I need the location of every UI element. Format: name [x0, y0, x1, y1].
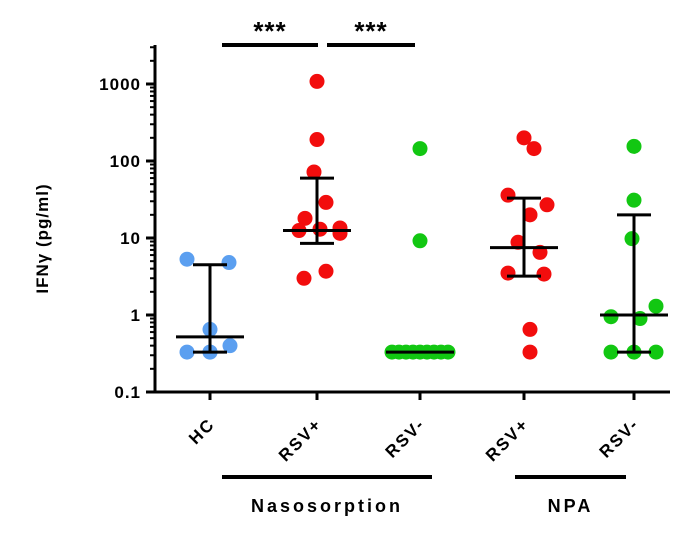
data-point: [318, 263, 334, 279]
data-point: [500, 265, 516, 281]
data-point: [624, 231, 640, 247]
data-point: [221, 255, 237, 271]
data-point: [603, 344, 619, 360]
data-point: [626, 138, 642, 154]
group-label: Nasosorption: [251, 496, 403, 516]
data-point: [648, 298, 664, 314]
significance-label: ***: [354, 16, 387, 46]
data-point: [516, 130, 532, 146]
y-tick-label: 1000: [99, 75, 141, 94]
y-tick-label: 10: [120, 229, 141, 248]
data-point: [296, 270, 312, 286]
group-label: NPA: [548, 496, 594, 516]
data-point: [522, 344, 538, 360]
x-tick-label: RSV-: [596, 414, 643, 461]
data-point: [309, 132, 325, 148]
x-tick-label: RSV-: [382, 414, 429, 461]
annotations: Nasosorption NPA *** ***: [222, 16, 626, 516]
data-point: [309, 73, 325, 89]
x-tick-label: RSV+: [482, 414, 533, 465]
data-point: [603, 309, 619, 325]
data-point: [536, 266, 552, 282]
data-point: [412, 233, 428, 249]
data-point: [500, 187, 516, 203]
x-tick-label: RSV+: [275, 414, 326, 465]
significance-label: ***: [253, 16, 286, 46]
data-point: [412, 141, 428, 157]
data-point: [222, 338, 238, 354]
y-tick-label: 0.1: [114, 383, 141, 402]
data-point: [318, 194, 334, 210]
data-point: [522, 321, 538, 337]
y-tick-label: 100: [110, 152, 141, 171]
data-point: [539, 197, 555, 213]
data-marks: [176, 73, 668, 360]
data-point: [522, 207, 538, 223]
y-tick-label: 1: [131, 306, 141, 325]
data-point: [297, 210, 313, 226]
y-axis-label: IFNγ (pg/ml): [33, 183, 52, 293]
data-point: [179, 344, 195, 360]
data-point: [648, 344, 664, 360]
data-point: [526, 141, 542, 157]
x-tick-label: HC: [185, 414, 219, 448]
data-point: [626, 192, 642, 208]
data-point: [332, 225, 348, 241]
data-point: [306, 164, 322, 180]
data-point: [179, 251, 195, 267]
data-point: [510, 234, 526, 250]
axes: 0.1 1 10 100 1000 IFNγ (pg/ml) HC RSV+ RSV- RSV+ R…: [33, 45, 670, 465]
